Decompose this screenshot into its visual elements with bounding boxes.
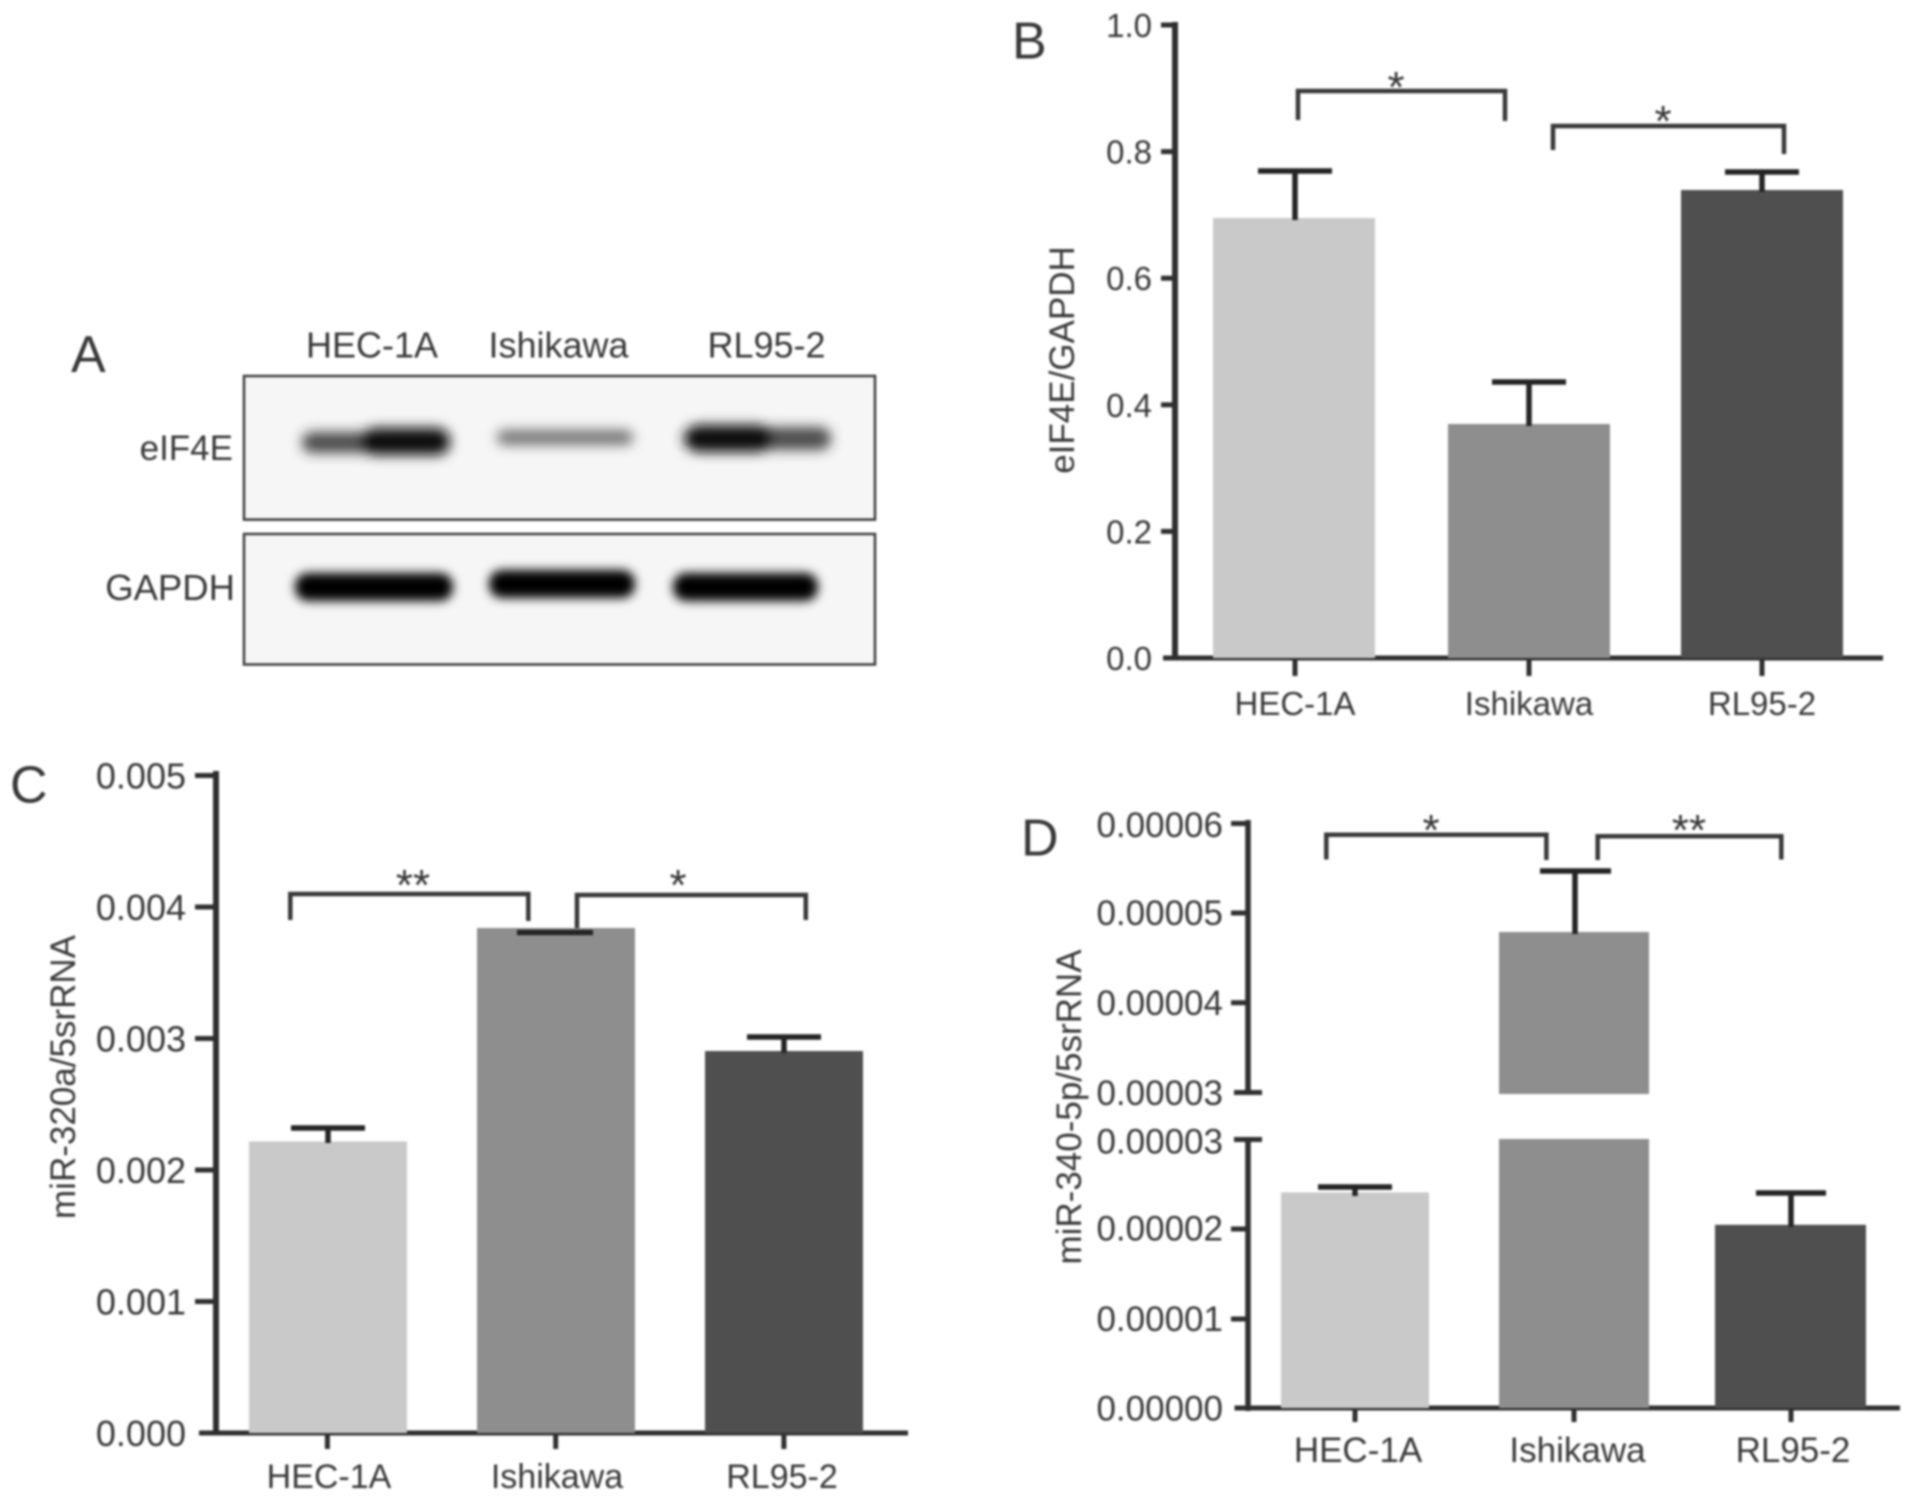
svg-text:1.0: 1.0 xyxy=(1106,7,1152,44)
svg-text:0.005: 0.005 xyxy=(96,756,186,797)
svg-text:*: * xyxy=(1387,63,1404,112)
svg-text:C: C xyxy=(10,757,48,815)
svg-text:RL95-2: RL95-2 xyxy=(1708,685,1816,722)
svg-text:0.00004: 0.00004 xyxy=(1096,984,1223,1023)
svg-text:B: B xyxy=(1012,13,1047,71)
svg-text:GAPDH: GAPDH xyxy=(105,567,235,608)
svg-text:*: * xyxy=(1422,806,1439,855)
svg-text:miR-320a/5srRNA: miR-320a/5srRNA xyxy=(44,934,83,1219)
svg-text:Ishikawa: Ishikawa xyxy=(1465,685,1594,722)
svg-text:0.000: 0.000 xyxy=(96,1413,186,1454)
svg-text:**: ** xyxy=(396,861,430,910)
svg-text:Ishikawa: Ishikawa xyxy=(1509,1431,1646,1470)
svg-text:HEC-1A: HEC-1A xyxy=(267,1458,392,1496)
svg-text:eIF4E: eIF4E xyxy=(140,429,233,468)
svg-text:0.003: 0.003 xyxy=(96,1019,186,1060)
svg-text:0.004: 0.004 xyxy=(96,887,186,928)
svg-text:D: D xyxy=(1021,810,1059,868)
svg-text:0.4: 0.4 xyxy=(1106,387,1152,424)
svg-text:0.00005: 0.00005 xyxy=(1096,894,1223,933)
svg-text:HEC-1A: HEC-1A xyxy=(306,325,438,366)
svg-text:RL95-2: RL95-2 xyxy=(726,1458,838,1496)
svg-text:miR-340-5p/5srRNA: miR-340-5p/5srRNA xyxy=(1050,949,1089,1265)
svg-text:Ishikawa: Ishikawa xyxy=(488,325,629,366)
svg-text:RL95-2: RL95-2 xyxy=(707,325,825,366)
svg-text:0.002: 0.002 xyxy=(96,1150,186,1191)
svg-text:eIF4E/GAPDH: eIF4E/GAPDH xyxy=(1043,246,1082,474)
svg-text:HEC-1A: HEC-1A xyxy=(1294,1431,1423,1470)
svg-text:**: ** xyxy=(1672,806,1706,855)
svg-text:HEC-1A: HEC-1A xyxy=(1234,685,1355,722)
svg-text:0.00003: 0.00003 xyxy=(1096,1123,1223,1162)
svg-text:0.00000: 0.00000 xyxy=(1096,1390,1223,1429)
svg-text:0.00001: 0.00001 xyxy=(1096,1300,1223,1339)
svg-text:Ishikawa: Ishikawa xyxy=(491,1458,623,1496)
svg-text:0.00003: 0.00003 xyxy=(1096,1074,1223,1113)
svg-text:RL95-2: RL95-2 xyxy=(1736,1431,1851,1470)
svg-text:0.0: 0.0 xyxy=(1106,640,1152,677)
svg-text:*: * xyxy=(669,861,686,910)
svg-text:A: A xyxy=(71,326,106,384)
svg-text:0.00006: 0.00006 xyxy=(1096,806,1223,845)
svg-text:0.2: 0.2 xyxy=(1106,513,1152,550)
svg-text:0.6: 0.6 xyxy=(1106,260,1152,297)
svg-text:0.00002: 0.00002 xyxy=(1096,1210,1223,1249)
svg-text:0.8: 0.8 xyxy=(1106,134,1152,171)
svg-text:*: * xyxy=(1654,97,1671,146)
svg-text:0.001: 0.001 xyxy=(96,1282,186,1323)
